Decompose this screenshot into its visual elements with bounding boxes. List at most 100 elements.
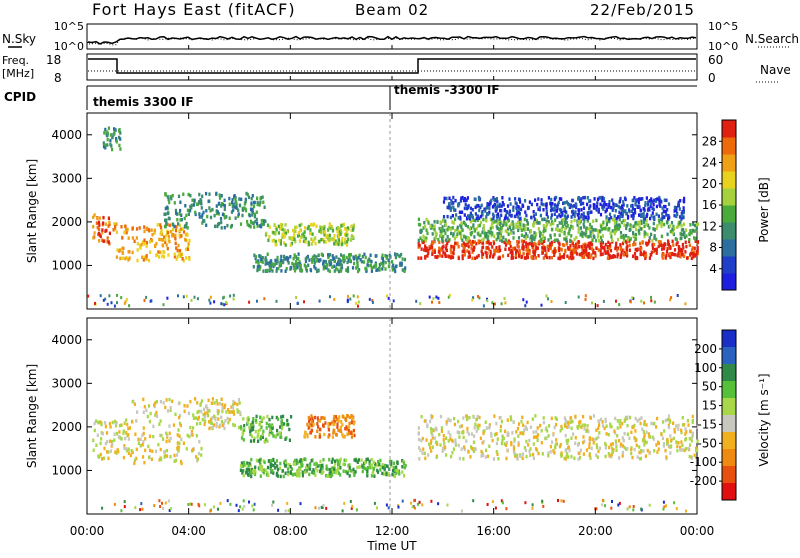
velocity-cell — [143, 460, 146, 465]
power-cell — [494, 198, 497, 202]
power-cell — [639, 197, 642, 201]
power-cell — [108, 294, 111, 298]
power-colorbar-label: Power [dB] — [757, 177, 771, 242]
power-cell — [619, 247, 622, 251]
power-cell — [98, 239, 101, 243]
velocity-cell — [142, 440, 145, 444]
power-cell — [456, 225, 459, 230]
power-cell — [631, 198, 634, 203]
velocity-cell — [155, 399, 158, 404]
power-cell — [660, 243, 663, 248]
power-cell — [551, 202, 554, 206]
velocity-cell — [586, 424, 589, 428]
velocity-colorbar-frame — [721, 329, 737, 501]
power-cell — [138, 244, 142, 248]
power-cell — [680, 217, 683, 221]
power-cell — [106, 143, 109, 147]
power-cell — [179, 248, 182, 253]
power-cell — [102, 215, 105, 220]
power-cell — [339, 269, 343, 273]
power-cell — [237, 214, 240, 218]
power-cell — [577, 216, 580, 220]
velocity-cell — [266, 471, 269, 475]
velocity-cell — [152, 434, 155, 439]
power-cell — [521, 246, 524, 250]
velocity-cell — [548, 424, 551, 428]
power-cell — [631, 203, 634, 208]
power-cell — [651, 246, 654, 250]
power-cell — [634, 242, 637, 246]
power-cell — [481, 252, 485, 256]
velocity-cell — [505, 456, 508, 461]
power-cell — [123, 301, 126, 305]
power-cell — [562, 201, 565, 206]
velocity-cell — [588, 440, 591, 444]
velocity-cell — [634, 438, 637, 443]
power-cell — [119, 256, 122, 261]
power-cell — [682, 215, 685, 219]
beam-label: Beam 02 — [355, 1, 429, 19]
power-cell — [205, 209, 208, 213]
power-cell — [533, 217, 536, 221]
power-cell — [274, 242, 277, 247]
power-cell — [692, 229, 695, 233]
power-cell — [626, 237, 629, 242]
power-cell — [309, 268, 313, 273]
power-cell — [93, 231, 96, 235]
velocity-cell — [258, 464, 261, 468]
velocity-colorbar-tick-label: 100 — [694, 361, 717, 375]
velocity-cell — [467, 432, 471, 436]
power-cell — [596, 197, 600, 201]
power-cell — [667, 225, 670, 229]
power-cell — [184, 204, 187, 208]
velocity-cell — [141, 455, 145, 459]
power-cell — [592, 219, 595, 223]
power-cell — [534, 256, 537, 260]
power-cell — [177, 294, 179, 298]
power-colorbar-tick-label: 8 — [709, 241, 717, 255]
power-cell — [564, 217, 567, 221]
velocity-cell — [252, 471, 255, 475]
power-cell — [592, 248, 595, 253]
power-cell — [540, 198, 543, 202]
power-cell — [368, 257, 371, 261]
velocity-cell — [388, 467, 391, 471]
velocity-cell — [95, 443, 98, 447]
power-cell — [424, 248, 427, 253]
velocity-cell — [122, 455, 125, 460]
velocity-cell — [681, 416, 684, 420]
power-cell — [679, 252, 682, 256]
velocity-cell — [592, 441, 595, 445]
velocity-cell — [619, 444, 622, 448]
power-cell — [331, 227, 334, 231]
power-cell — [246, 192, 249, 197]
power-cell — [650, 214, 653, 218]
power-cell — [174, 233, 177, 238]
velocity-cell — [465, 414, 468, 418]
velocity-cell — [657, 447, 660, 451]
velocity-cell — [350, 435, 353, 439]
power-cell — [178, 228, 181, 233]
power-cell — [314, 241, 317, 246]
velocity-cell — [219, 501, 222, 505]
velocity-cell — [567, 423, 570, 427]
power-cell — [501, 196, 504, 200]
velocity-cell — [536, 435, 539, 439]
power-cell — [388, 260, 391, 265]
power-cell — [479, 205, 482, 210]
power-cell — [459, 217, 462, 221]
power-cell — [660, 234, 663, 239]
power-cell — [457, 216, 460, 220]
velocity-cell — [317, 425, 320, 429]
velocity-cell — [272, 463, 275, 468]
power-cell — [662, 209, 665, 214]
power-cell — [511, 220, 514, 224]
power-cell — [344, 227, 347, 231]
power-cell — [448, 196, 451, 200]
power-cell — [392, 266, 395, 270]
power-cell — [112, 132, 116, 136]
power-cell — [616, 237, 620, 242]
power-cell — [544, 248, 547, 252]
velocity-cell — [306, 422, 309, 427]
power-cell — [443, 251, 446, 256]
